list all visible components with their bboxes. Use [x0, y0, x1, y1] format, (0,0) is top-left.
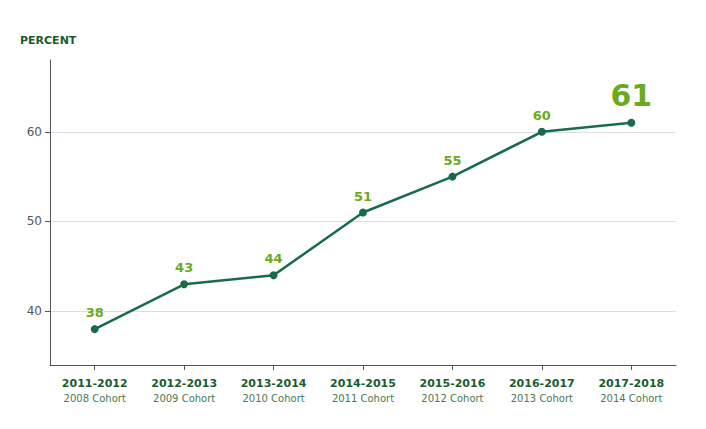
svg-text:2008 Cohort: 2008 Cohort	[64, 393, 126, 404]
svg-text:51: 51	[354, 189, 372, 204]
svg-text:2015-2016: 2015-2016	[420, 377, 486, 390]
svg-text:2010 Cohort: 2010 Cohort	[242, 393, 304, 404]
svg-text:55: 55	[443, 153, 461, 168]
svg-text:2012-2013: 2012-2013	[151, 377, 217, 390]
svg-text:60: 60	[27, 125, 42, 139]
svg-text:2011-2012: 2011-2012	[62, 377, 128, 390]
svg-text:61: 61	[610, 78, 652, 113]
svg-text:2009 Cohort: 2009 Cohort	[153, 393, 215, 404]
svg-text:60: 60	[533, 108, 551, 123]
svg-text:38: 38	[86, 305, 104, 320]
svg-text:2014 Cohort: 2014 Cohort	[600, 393, 662, 404]
svg-text:PERCENT: PERCENT	[20, 34, 77, 47]
svg-text:43: 43	[175, 260, 193, 275]
svg-text:2017-2018: 2017-2018	[598, 377, 664, 390]
svg-text:2012 Cohort: 2012 Cohort	[421, 393, 483, 404]
svg-text:2011 Cohort: 2011 Cohort	[332, 393, 394, 404]
svg-text:2013-2014: 2013-2014	[241, 377, 307, 390]
svg-text:2014-2015: 2014-2015	[330, 377, 396, 390]
svg-text:2016-2017: 2016-2017	[509, 377, 575, 390]
svg-text:50: 50	[27, 214, 42, 228]
svg-text:44: 44	[265, 251, 283, 266]
svg-text:2013 Cohort: 2013 Cohort	[511, 393, 573, 404]
svg-text:40: 40	[27, 304, 42, 318]
